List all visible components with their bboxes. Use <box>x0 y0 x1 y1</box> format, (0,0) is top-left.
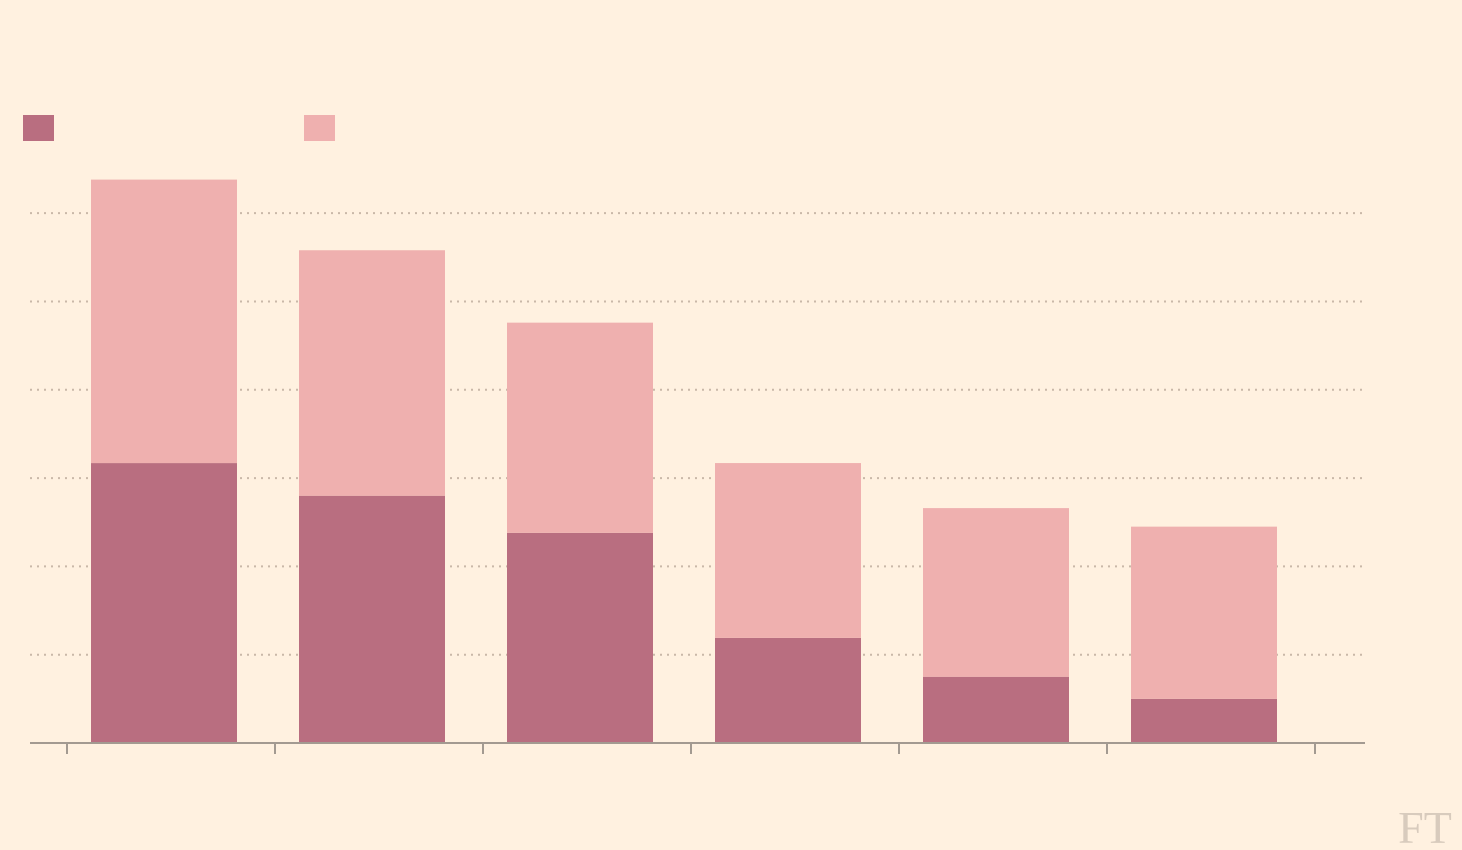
bar-segment <box>715 637 861 743</box>
bar-segment <box>91 179 237 464</box>
bar-segment <box>715 463 861 638</box>
logo: FT <box>1398 802 1452 850</box>
bar-segment <box>923 676 1069 743</box>
bar-segment <box>507 532 653 743</box>
legend-swatch <box>304 115 335 141</box>
bar-segment <box>507 322 653 533</box>
bar-segment <box>1131 698 1277 743</box>
bar-segment <box>923 508 1069 677</box>
bar-segment <box>1131 526 1277 699</box>
bar-segment <box>299 495 445 743</box>
bar-segment <box>91 463 237 743</box>
legend-swatch <box>23 115 54 141</box>
bar-segment <box>299 250 445 496</box>
